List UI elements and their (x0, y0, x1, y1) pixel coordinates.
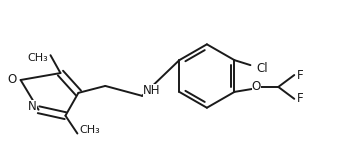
Text: CH₃: CH₃ (80, 125, 100, 136)
Text: CH₃: CH₃ (28, 53, 49, 63)
Text: NH: NH (143, 84, 160, 97)
Text: Cl: Cl (256, 62, 268, 75)
Text: O: O (7, 73, 17, 86)
Text: O: O (252, 80, 261, 93)
Text: F: F (297, 69, 304, 82)
Text: N: N (28, 100, 37, 113)
Text: F: F (297, 92, 304, 105)
